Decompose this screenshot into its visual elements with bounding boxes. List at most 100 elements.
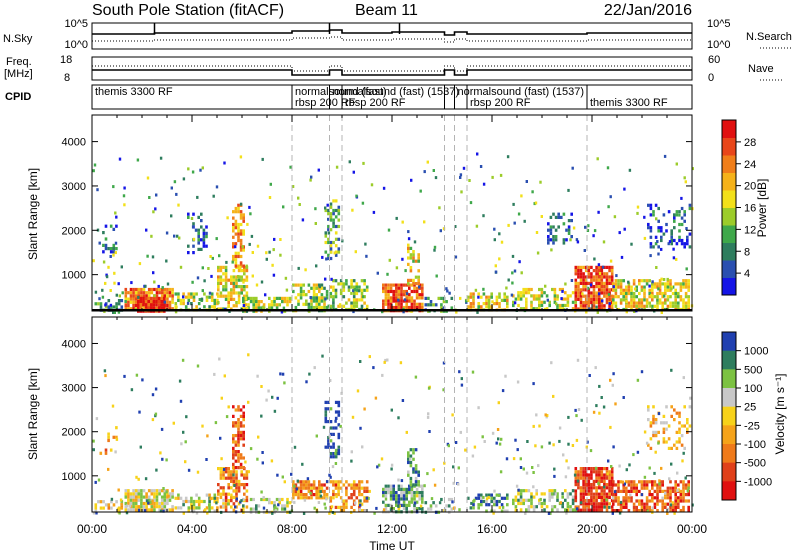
echo-cell bbox=[677, 483, 680, 487]
echo-cell bbox=[673, 238, 676, 243]
echo-cell bbox=[590, 467, 593, 471]
echo-cell bbox=[472, 298, 475, 302]
echo-cell bbox=[525, 303, 528, 308]
echo-cell bbox=[605, 492, 609, 496]
echo-cell bbox=[184, 499, 188, 504]
echo-cell bbox=[154, 207, 157, 211]
echo-cell bbox=[389, 296, 393, 300]
echo-cell bbox=[498, 442, 502, 446]
echo-cell bbox=[137, 303, 140, 307]
echo-cell bbox=[638, 301, 641, 305]
echo-cell bbox=[686, 235, 689, 239]
echo-cell bbox=[227, 473, 230, 477]
echo-cell bbox=[669, 282, 672, 286]
echo-cell bbox=[676, 489, 679, 493]
echo-cell bbox=[660, 238, 663, 243]
echo-cell bbox=[595, 265, 598, 269]
echo-cell bbox=[129, 291, 133, 295]
echo-cell bbox=[350, 282, 353, 286]
echo-cell bbox=[315, 299, 318, 303]
echo-cell bbox=[320, 283, 324, 287]
echo-cell bbox=[192, 298, 196, 302]
echo-cell bbox=[549, 231, 553, 235]
echo-cell bbox=[160, 505, 164, 509]
echo-cell bbox=[595, 275, 598, 279]
echo-cell bbox=[628, 463, 631, 467]
echo-cell bbox=[671, 486, 675, 490]
echo-cell bbox=[217, 294, 220, 298]
echo-cell bbox=[547, 228, 550, 232]
echo-cell bbox=[487, 302, 491, 306]
echo-cell bbox=[237, 285, 241, 289]
echo-cell bbox=[457, 466, 460, 470]
echo-cell bbox=[227, 486, 230, 490]
echo-cell bbox=[237, 238, 240, 243]
echo-cell bbox=[397, 293, 401, 297]
echo-cell bbox=[630, 242, 633, 246]
echo-cell bbox=[350, 486, 353, 490]
echo-cell bbox=[684, 282, 688, 286]
echo-cell bbox=[402, 289, 406, 294]
echo-cell bbox=[423, 220, 426, 224]
echo-cell bbox=[401, 399, 405, 402]
echo-cell bbox=[579, 467, 583, 471]
echo-cell bbox=[127, 307, 130, 311]
echo-cell bbox=[160, 287, 164, 292]
echo-cell bbox=[525, 489, 528, 493]
echo-cell bbox=[397, 478, 400, 482]
echo-cell bbox=[549, 228, 553, 232]
echo-cell bbox=[268, 303, 271, 307]
echo-cell bbox=[137, 492, 141, 496]
echo-cell bbox=[662, 232, 666, 236]
echo-cell bbox=[125, 511, 129, 515]
echo-cell bbox=[574, 300, 577, 304]
echo-cell bbox=[283, 480, 286, 484]
echo-cell bbox=[610, 465, 613, 468]
echo-cell bbox=[554, 235, 558, 239]
echo-cell bbox=[337, 448, 341, 452]
echo-cell bbox=[282, 205, 285, 209]
echo-cell bbox=[652, 245, 655, 249]
echo-cell bbox=[94, 503, 98, 507]
echo-cell bbox=[333, 511, 336, 515]
echo-cell bbox=[413, 240, 417, 244]
echo-cell bbox=[305, 496, 308, 500]
echo-cell bbox=[514, 297, 518, 301]
echo-cell bbox=[334, 253, 338, 257]
echo-cell bbox=[625, 502, 628, 506]
echo-cell bbox=[142, 307, 146, 311]
echo-cell bbox=[179, 298, 183, 302]
echo-cell bbox=[427, 412, 430, 416]
echo-cell bbox=[482, 214, 485, 218]
echo-cell bbox=[224, 281, 228, 285]
echo-cell bbox=[332, 212, 335, 216]
echo-cell bbox=[556, 492, 559, 496]
echo-cell bbox=[553, 287, 557, 292]
echo-cell bbox=[421, 293, 424, 297]
echo-cell bbox=[564, 489, 567, 493]
echo-cell bbox=[409, 448, 413, 452]
echo-cell bbox=[413, 299, 416, 303]
echo-cell bbox=[647, 222, 650, 227]
echo-cell bbox=[184, 305, 188, 309]
echo-cell bbox=[355, 486, 359, 490]
echo-cell bbox=[232, 437, 235, 441]
echo-cell bbox=[115, 224, 118, 228]
echo-cell bbox=[512, 498, 515, 502]
echo-cell bbox=[500, 437, 503, 441]
echo-cell bbox=[590, 301, 593, 305]
echo-cell bbox=[109, 224, 113, 228]
echo-cell bbox=[596, 157, 599, 161]
echo-cell bbox=[127, 291, 130, 295]
echo-cell bbox=[597, 281, 601, 285]
echo-cell bbox=[227, 483, 230, 487]
echo-cell bbox=[597, 486, 601, 490]
echo-cell bbox=[153, 505, 156, 509]
echo-cell bbox=[137, 287, 141, 292]
echo-cell bbox=[477, 406, 480, 410]
echo-cell bbox=[204, 508, 207, 512]
echo-cell bbox=[675, 446, 679, 450]
echo-cell bbox=[230, 486, 233, 490]
echo-cell bbox=[584, 285, 588, 289]
echo-cell bbox=[223, 374, 226, 378]
